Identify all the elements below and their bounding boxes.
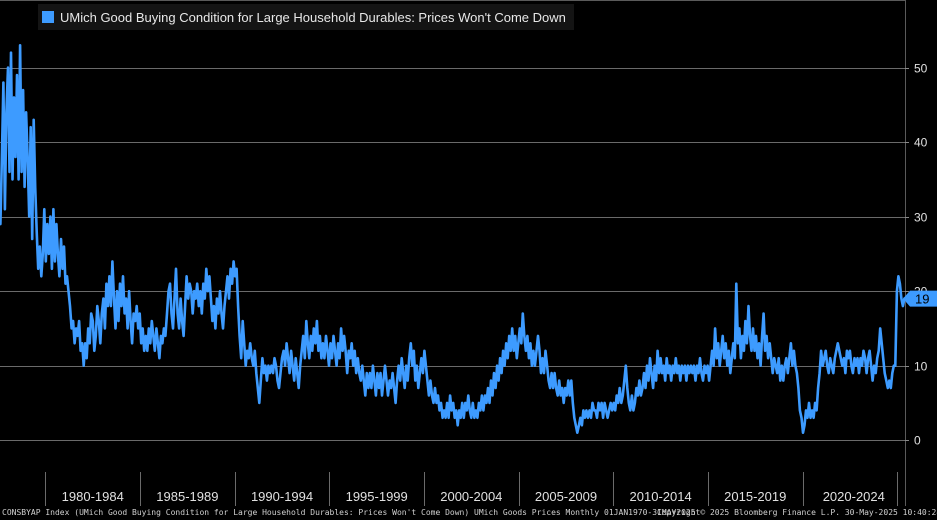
x-tick-label: 2020-2024 <box>823 489 885 504</box>
last-value-label: 19 <box>915 292 929 307</box>
legend: UMich Good Buying Condition for Large Ho… <box>38 4 574 30</box>
x-tick-label: 2010-2014 <box>630 489 692 504</box>
series-layer <box>0 44 906 434</box>
x-tick-label: 1990-1994 <box>251 489 313 504</box>
footer-copyright: Copyright© 2025 Bloomberg Finance L.P. 3… <box>657 508 937 517</box>
legend-swatch <box>42 11 54 23</box>
x-tick-label: 2015-2019 <box>724 489 786 504</box>
series-line <box>0 44 906 434</box>
y-tick-label: 10 <box>914 360 928 374</box>
y-tick-label: 0 <box>914 434 921 448</box>
footer: CONSBYAP Index (UMich Good Buying Condit… <box>0 506 937 520</box>
x-tick-label: 1985-1989 <box>156 489 218 504</box>
y-tick-label: 40 <box>914 136 928 150</box>
x-tick-label: 1995-1999 <box>346 489 408 504</box>
y-tick-label: 30 <box>914 211 928 225</box>
gridlines <box>0 68 905 441</box>
footer-source: CONSBYAP Index (UMich Good Buying Condit… <box>2 508 696 517</box>
x-axis: 1980-1984 1985-1989 1990-1994 1995-1999 2000… <box>45 472 898 506</box>
x-tick-label: 2005-2009 <box>535 489 597 504</box>
y-tick-label: 50 <box>914 62 928 76</box>
x-tick-label: 1980-1984 <box>62 489 124 504</box>
legend-label: UMich Good Buying Condition for Large Ho… <box>60 9 566 25</box>
last-value-marker: 19 <box>903 290 937 307</box>
last-value-tag <box>903 290 937 307</box>
x-tick-label: 2000-2004 <box>440 489 502 504</box>
